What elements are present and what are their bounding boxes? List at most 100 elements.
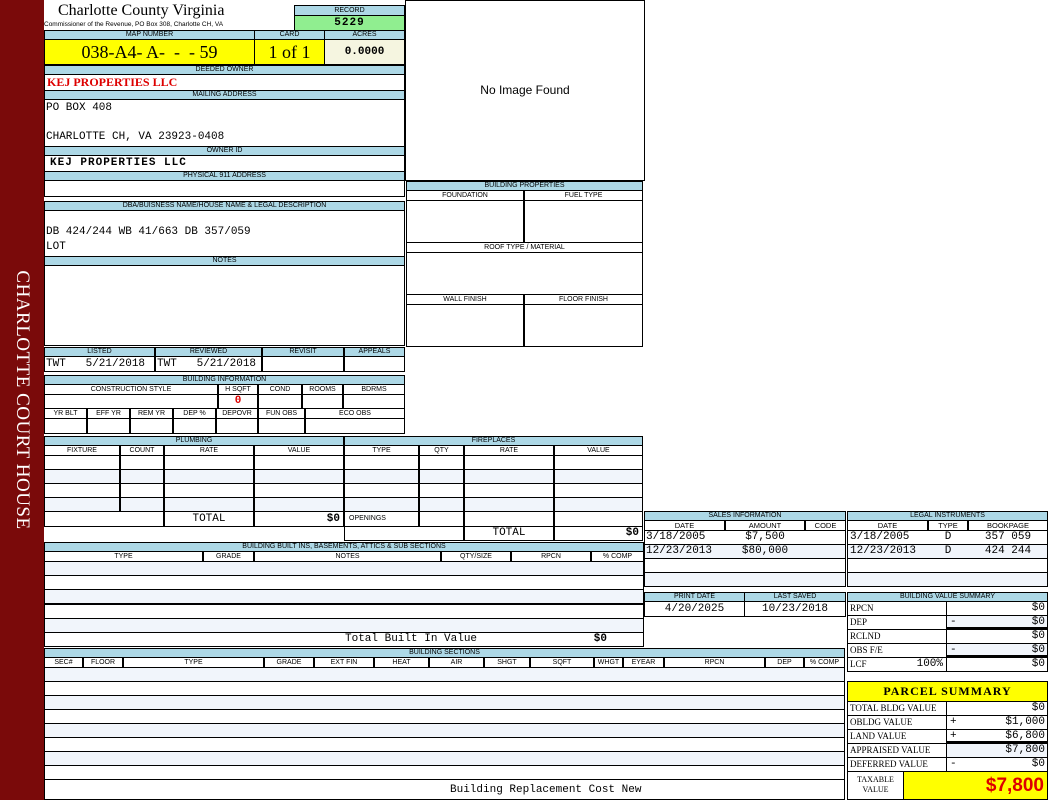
parcel-label-cell[interactable]: DEFERRED VALUE <box>847 757 947 772</box>
parcel-value-cell[interactable] <box>946 729 1048 744</box>
foundation-value[interactable] <box>406 200 524 243</box>
owner-id-value[interactable]: KEJ PROPERTIES LLC <box>44 155 405 172</box>
bvs-value-cell[interactable] <box>946 615 1048 630</box>
legal-instruments-row[interactable] <box>847 558 1048 573</box>
plumbing-total-value[interactable]: $0 <box>254 511 344 527</box>
notes-box[interactable] <box>44 265 405 346</box>
fireplaces-cell[interactable] <box>464 483 554 498</box>
appeals-value[interactable] <box>344 356 405 372</box>
sales-row[interactable] <box>644 572 846 587</box>
fireplaces-cell[interactable] <box>419 455 464 470</box>
legal-instruments-row[interactable] <box>847 572 1048 587</box>
sections-row[interactable] <box>44 667 845 682</box>
print-date-value[interactable]: 4/20/2025 <box>644 601 745 617</box>
fireplaces-cell[interactable] <box>464 469 554 484</box>
fireplaces-cell[interactable] <box>554 497 643 512</box>
fireplaces-cell[interactable] <box>419 469 464 484</box>
builtins-total-row[interactable] <box>44 632 644 647</box>
physical-address-value[interactable] <box>44 180 405 197</box>
acres-value: 0.0000 <box>324 39 405 65</box>
plumbing-cell[interactable] <box>164 483 254 498</box>
building-info-value-4[interactable] <box>343 394 405 409</box>
wall-finish-value[interactable] <box>406 304 524 347</box>
fireplaces-cell[interactable] <box>344 469 419 484</box>
plumbing-cell[interactable] <box>254 455 344 470</box>
plumbing-cell[interactable] <box>164 469 254 484</box>
plumbing-cell[interactable] <box>164 455 254 470</box>
openings-cell[interactable] <box>464 511 554 527</box>
fireplaces-cell[interactable] <box>464 455 554 470</box>
builtins-row[interactable] <box>44 589 644 605</box>
openings-cell[interactable] <box>554 511 643 527</box>
roof-type-value[interactable] <box>406 252 643 295</box>
listed-value[interactable]: TWT 5/21/2018 <box>44 356 155 372</box>
building-info-value-1[interactable]: 0 <box>218 394 258 409</box>
parcel-label-cell[interactable]: OBLDG VALUE <box>847 715 947 730</box>
openings-cell[interactable] <box>419 511 464 527</box>
last-saved-value[interactable]: 10/23/2018 <box>744 601 846 617</box>
builtins-row[interactable] <box>44 575 644 591</box>
fireplaces-cell[interactable] <box>419 483 464 498</box>
fireplaces-cell[interactable] <box>554 469 643 484</box>
floor-finish-value[interactable] <box>524 304 643 347</box>
plumbing-total-blank[interactable] <box>44 511 164 527</box>
plumbing-cell[interactable] <box>44 483 120 498</box>
fireplaces-cell[interactable] <box>419 497 464 512</box>
openings-label[interactable]: OPENINGS <box>344 511 419 527</box>
plumbing-cell[interactable] <box>120 469 164 484</box>
reviewed-value[interactable]: TWT 5/21/2018 <box>155 356 262 372</box>
building-info-value2-2[interactable] <box>130 418 173 434</box>
sections-row[interactable] <box>44 765 845 780</box>
building-info-value-0[interactable] <box>44 394 218 409</box>
parcel-label-cell[interactable]: LAND VALUE <box>847 729 947 744</box>
builtins-row[interactable] <box>44 603 644 619</box>
fireplaces-cell[interactable] <box>344 497 419 512</box>
building-info-value2-3[interactable] <box>173 418 216 434</box>
fireplaces-total-label[interactable]: TOTAL <box>464 526 554 541</box>
building-info-value-2[interactable] <box>258 394 302 409</box>
revisit-value[interactable] <box>262 356 344 372</box>
fireplaces-cell[interactable] <box>344 483 419 498</box>
fuel-type-value[interactable] <box>524 200 643 243</box>
plumbing-cell[interactable] <box>254 483 344 498</box>
fireplaces-total-value[interactable]: $0 <box>554 526 643 541</box>
plumbing-cell[interactable] <box>120 455 164 470</box>
sections-row[interactable] <box>44 709 845 724</box>
plumbing-cell[interactable] <box>254 469 344 484</box>
sections-row[interactable] <box>44 737 845 752</box>
plumbing-cell[interactable] <box>254 497 344 512</box>
fireplaces-cell[interactable] <box>344 455 419 470</box>
bvs-value-cell[interactable] <box>946 657 1048 672</box>
legal-description-box[interactable] <box>44 210 405 257</box>
plumbing-cell[interactable] <box>44 469 120 484</box>
building-info-value2-1[interactable] <box>87 418 130 434</box>
fireplaces-cell[interactable] <box>464 497 554 512</box>
bvs-label-cell[interactable]: LCF <box>847 657 947 672</box>
sections-row[interactable] <box>44 681 845 696</box>
sections-row[interactable] <box>44 723 845 738</box>
building-info-value2-4[interactable] <box>216 418 258 434</box>
building-info-value2-6[interactable] <box>305 418 405 434</box>
sections-row[interactable] <box>44 695 845 710</box>
builtins-row[interactable] <box>44 617 644 633</box>
plumbing-cell[interactable] <box>120 497 164 512</box>
bvs-value-cell[interactable] <box>946 643 1048 658</box>
plumbing-cell[interactable] <box>164 497 254 512</box>
sections-row[interactable] <box>44 751 845 766</box>
building-info-value2-5[interactable] <box>258 418 305 434</box>
parcel-label-cell[interactable]: TOTAL BLDG VALUE <box>847 701 947 716</box>
fireplaces-total-blank[interactable] <box>344 526 464 541</box>
parcel-label-cell[interactable]: APPRAISED VALUE <box>847 743 947 758</box>
building-info-value-3[interactable] <box>302 394 343 409</box>
deeded-owner-value[interactable]: KEJ PROPERTIES LLC <box>44 74 405 91</box>
fireplaces-cell[interactable] <box>554 455 643 470</box>
plumbing-total-label[interactable]: TOTAL <box>164 511 254 527</box>
builtins-row[interactable] <box>44 561 644 576</box>
plumbing-cell[interactable] <box>44 455 120 470</box>
building-info-value2-0[interactable] <box>44 418 87 434</box>
sales-row[interactable] <box>644 558 846 573</box>
fireplaces-cell[interactable] <box>554 483 643 498</box>
plumbing-cell[interactable] <box>120 483 164 498</box>
mailing-address-box[interactable] <box>44 99 405 147</box>
plumbing-cell[interactable] <box>44 497 120 512</box>
